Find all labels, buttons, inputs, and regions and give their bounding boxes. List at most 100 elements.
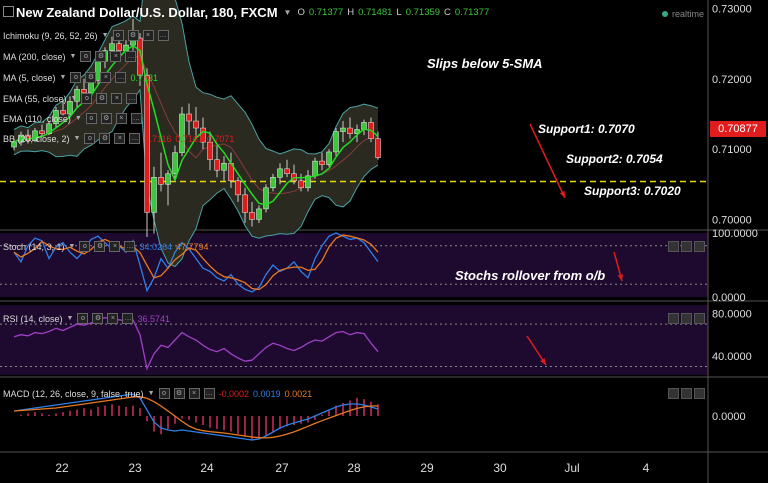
time-tick-label: 30	[493, 461, 507, 475]
candle	[375, 138, 381, 158]
indicator-rsi[interactable]: RSI (14, close) ▼ o ⚙ ×… 36.5741	[3, 313, 171, 324]
indicator-bb[interactable]: BB (20, close, 2) ▼ o ⚙ ×… 0.7116 0.7161 0.7071	[3, 133, 235, 144]
current-price-tag: 0.70877	[710, 121, 766, 137]
chevron-down-icon[interactable]: ▼	[283, 7, 292, 17]
candle	[214, 159, 220, 171]
bollinger-upper-line	[13, 0, 379, 155]
candle	[116, 43, 122, 51]
close-icon[interactable]: ×	[114, 133, 126, 144]
more-icon[interactable]: …	[115, 72, 127, 83]
candle	[319, 160, 325, 165]
annotation-sma: Slips below 5-SMA	[427, 56, 543, 71]
menu-icon[interactable]	[3, 6, 14, 17]
annotation-support2: Support2: 0.7054	[566, 152, 663, 166]
more-icon[interactable]: …	[203, 388, 215, 399]
sma5-line	[13, 44, 379, 206]
realtime-badge: realtime	[662, 9, 704, 19]
rsi-tick-label: 80.0000	[712, 308, 752, 320]
candle	[305, 175, 311, 189]
indicator-ema110[interactable]: EMA (110, close) ▼ o ⚙ ×…	[3, 113, 142, 124]
settings-icon[interactable]: ⚙	[100, 113, 112, 124]
macd-signal-value: 0.0021	[284, 388, 313, 399]
settings-icon[interactable]: ⚙	[173, 388, 185, 399]
status-dot-icon	[662, 11, 668, 17]
close-icon[interactable]: ×	[110, 51, 122, 62]
stoch-d-line	[13, 234, 379, 291]
close-icon[interactable]: ×	[188, 388, 200, 399]
indicator-ema55[interactable]: EMA (55, close) ▼ o ⚙ ×…	[3, 93, 138, 104]
settings-icon[interactable]: ⚙	[99, 133, 111, 144]
macd-line	[13, 393, 379, 441]
close-icon[interactable]: ×	[142, 30, 154, 41]
macd-hist-value: -0.0002	[218, 388, 250, 399]
indicator-ma5[interactable]: MA (5, close) ▼ o ⚙ ×… 0.7131	[3, 72, 158, 83]
candle	[53, 110, 59, 125]
bb-upper-value: 0.7161	[175, 133, 203, 144]
macd-signal-line	[13, 396, 379, 439]
pane-controls-macd[interactable]	[668, 388, 705, 399]
eye-icon[interactable]: o	[79, 241, 91, 252]
rsi-arrow-head	[540, 358, 546, 365]
macd-line-value: 0.0019	[253, 388, 281, 399]
bb-basis-value: 0.7116	[144, 133, 172, 144]
candle	[67, 101, 73, 115]
close-icon[interactable]: ×	[100, 72, 112, 83]
more-icon[interactable]: …	[125, 51, 137, 62]
time-tick-label: 27	[275, 461, 289, 475]
eye-icon[interactable]: o	[81, 93, 93, 104]
more-icon[interactable]: …	[157, 30, 169, 41]
time-tick-label: 4	[643, 461, 650, 475]
settings-icon[interactable]: ⚙	[85, 72, 97, 83]
chart-title[interactable]: New Zealand Dollar/U.S. Dollar, 180, FXC…	[16, 4, 278, 20]
price-tick-label: 0.73000	[712, 4, 752, 16]
indicator-ma200[interactable]: MA (200, close) ▼ o ⚙ ×…	[3, 51, 137, 62]
candle	[60, 110, 66, 115]
indicator-ichimoku[interactable]: Ichimoku (9, 26, 52, 26) ▼ o ⚙ ×…	[3, 30, 169, 41]
settings-icon[interactable]: ⚙	[127, 30, 139, 41]
candle	[221, 162, 227, 171]
candle	[242, 194, 248, 213]
more-icon[interactable]: …	[129, 133, 141, 144]
close-icon[interactable]: ×	[107, 313, 119, 324]
more-icon[interactable]: …	[124, 241, 136, 252]
candle	[298, 180, 304, 189]
time-tick-label: 24	[200, 461, 214, 475]
indicator-macd[interactable]: MACD (12, 26, close, 9, false, true) ▼ o ⚙ ×…	[3, 388, 313, 399]
eye-icon[interactable]: o	[84, 133, 96, 144]
stoch-tick-label: 0.0000	[712, 292, 746, 304]
time-tick-label: 23	[128, 461, 142, 475]
more-icon[interactable]: …	[130, 113, 142, 124]
stoch-tick-label: 100.0000	[712, 228, 758, 240]
close-value: 0.71377	[454, 6, 490, 18]
more-icon[interactable]: …	[122, 313, 134, 324]
stoch-d-value: 47.7794	[176, 241, 209, 252]
eye-icon[interactable]: o	[158, 388, 170, 399]
high-value: 0.71481	[358, 6, 393, 18]
close-icon[interactable]: ×	[111, 93, 123, 104]
eye-icon[interactable]: o	[77, 313, 89, 324]
settings-icon[interactable]: ⚙	[95, 51, 107, 62]
close-icon[interactable]: ×	[109, 241, 121, 252]
pane-controls-rsi[interactable]	[668, 313, 705, 324]
price-tick-label: 0.72000	[712, 74, 752, 86]
candle	[46, 123, 52, 134]
eye-icon[interactable]: o	[70, 72, 82, 83]
candle	[340, 127, 346, 132]
candle	[179, 113, 185, 153]
settings-icon[interactable]: ⚙	[94, 241, 106, 252]
eye-icon[interactable]: o	[85, 113, 97, 124]
pane-controls-stoch[interactable]	[668, 241, 705, 252]
price-tick-label: 0.71000	[712, 144, 752, 156]
candle	[312, 160, 318, 177]
more-icon[interactable]: …	[126, 93, 138, 104]
eye-icon[interactable]: o	[112, 30, 124, 41]
close-icon[interactable]: ×	[115, 113, 127, 124]
stoch-arrow-head	[617, 274, 623, 281]
candle	[207, 141, 213, 160]
indicator-stoch[interactable]: Stoch (14, 3, 1) ▼ o ⚙ ×… 34.0264 47.7794	[3, 241, 209, 252]
settings-icon[interactable]: ⚙	[92, 313, 104, 324]
candle	[277, 168, 283, 178]
eye-icon[interactable]: o	[80, 51, 92, 62]
candle	[81, 89, 87, 94]
settings-icon[interactable]: ⚙	[96, 93, 108, 104]
